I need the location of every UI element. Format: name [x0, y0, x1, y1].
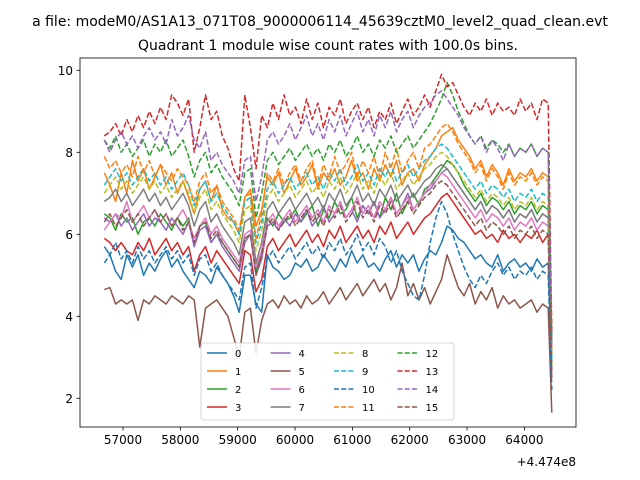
x-tick-label: 58000 [161, 433, 199, 447]
y-tick-label: 10 [58, 64, 73, 78]
legend-label-8: 8 [362, 349, 368, 360]
legend-label-15: 15 [426, 403, 439, 414]
series-line-15 [103, 180, 553, 378]
legend-label-7: 7 [299, 403, 305, 414]
series-line-0 [103, 225, 553, 370]
series-line-10 [103, 200, 553, 391]
legend-label-4: 4 [299, 349, 305, 360]
legend-box [200, 342, 455, 421]
legend-label-3: 3 [235, 403, 241, 414]
y-tick-label: 8 [65, 146, 73, 160]
legend-label-1: 1 [235, 367, 241, 378]
y-tick-label: 6 [65, 228, 73, 242]
y-tick-label: 4 [65, 310, 73, 324]
series-line-13 [103, 73, 553, 333]
legend-label-12: 12 [426, 349, 439, 360]
series-line-6 [103, 172, 553, 374]
figure-suptitle: a file: modeM0/AS1A13_071T08_9000006114_… [32, 14, 608, 30]
series-line-14 [103, 90, 553, 346]
legend-label-10: 10 [362, 385, 375, 396]
legend-label-9: 9 [362, 367, 368, 378]
y-tick-label: 2 [65, 392, 73, 406]
x-tick-label: 57000 [104, 433, 142, 447]
x-tick-label: 61000 [333, 433, 371, 447]
legend-label-0: 0 [235, 349, 241, 360]
series-line-9 [103, 143, 553, 362]
series-line-5 [104, 254, 553, 413]
x-tick-label: 62000 [391, 433, 429, 447]
series-line-8 [103, 151, 553, 366]
axes-frame [79, 57, 577, 428]
x-tick-label: 60000 [276, 433, 314, 447]
series-layer [103, 73, 553, 413]
legend-label-6: 6 [299, 385, 305, 396]
x-offset-label: +4.474e8 [517, 455, 576, 469]
x-tick-label: 59000 [219, 433, 257, 447]
series-line-11 [103, 122, 553, 354]
series-line-3 [103, 192, 553, 366]
legend-label-5: 5 [299, 367, 305, 378]
legend-label-11: 11 [362, 403, 375, 414]
legend-label-14: 14 [426, 385, 439, 396]
series-line-7 [103, 163, 553, 370]
legend-label-13: 13 [426, 367, 439, 378]
x-tick-label: 64000 [505, 433, 543, 447]
chart-title: Quadrant 1 module wise count rates with … [138, 38, 518, 54]
axes: 57000 58000 59000 60000 61000 62000 63000 64000… [58, 57, 577, 447]
series-line-1 [103, 126, 553, 346]
x-tick-label: 63000 [448, 433, 486, 447]
legend-label-2: 2 [235, 385, 241, 396]
